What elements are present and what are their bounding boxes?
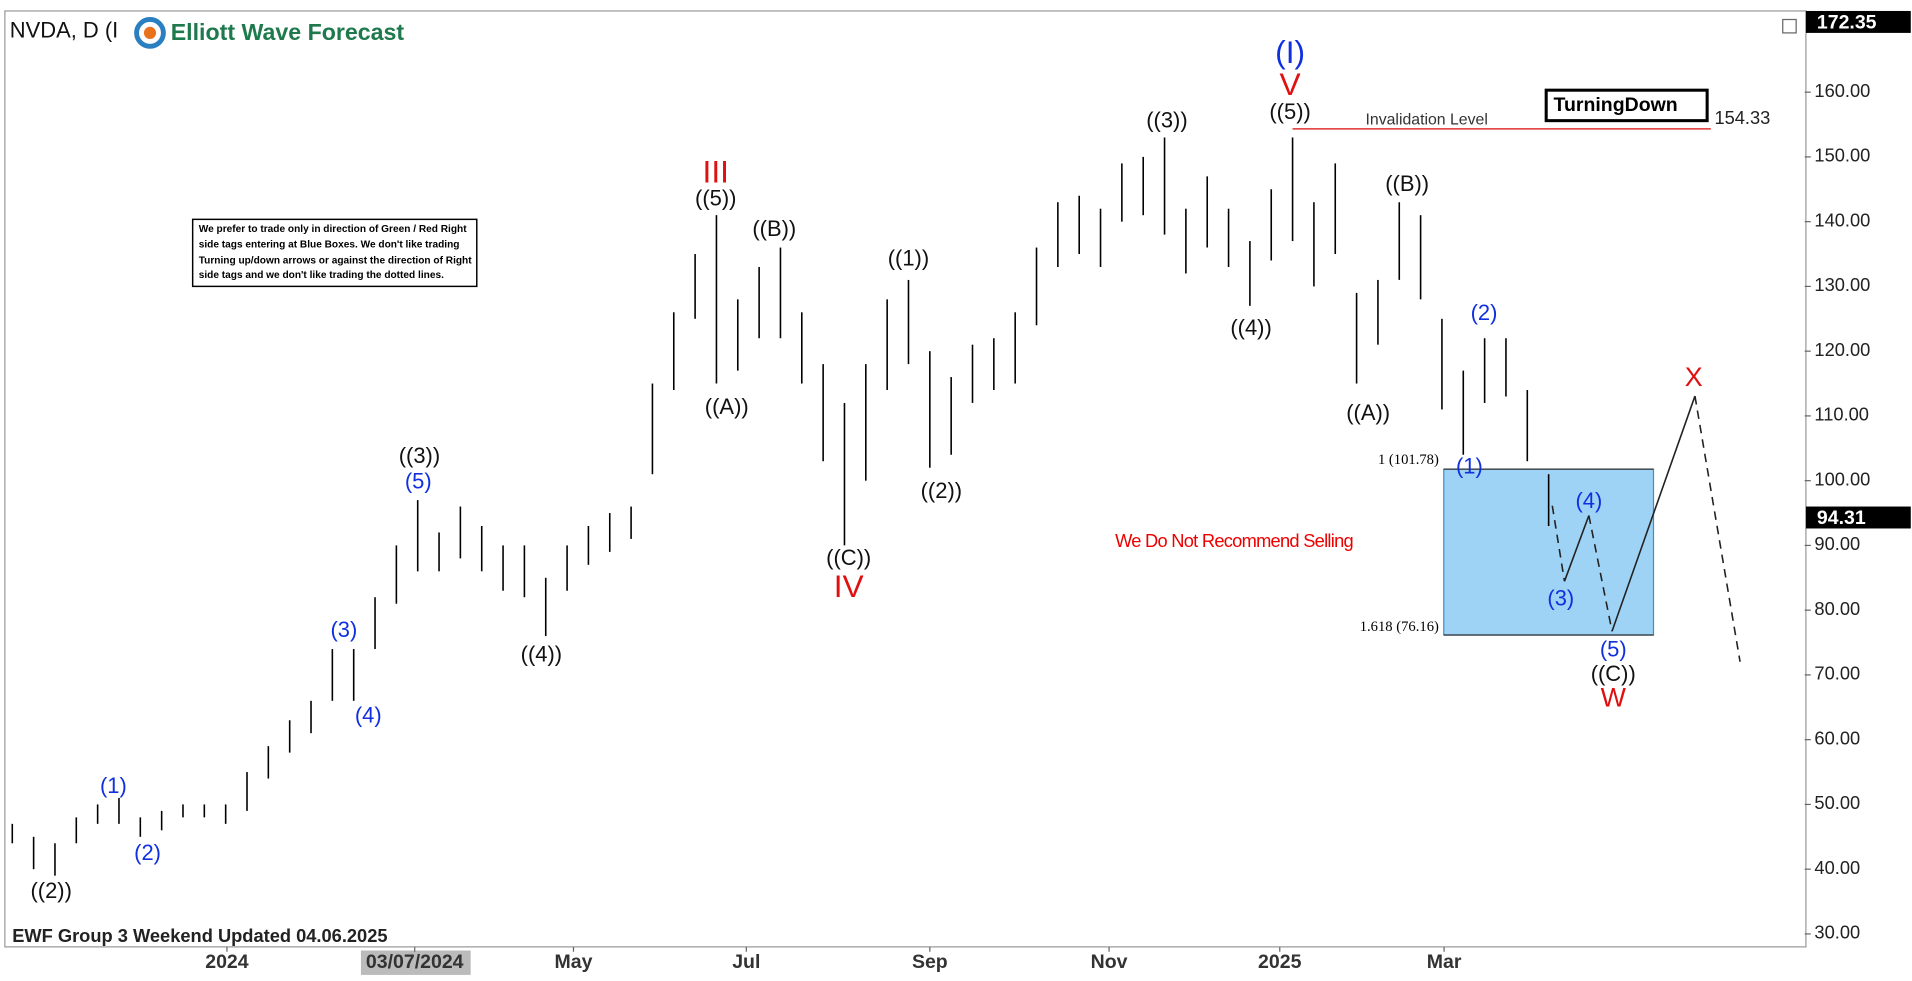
- y-tick-label: 70.00: [1814, 663, 1860, 684]
- wave-label: W: [1601, 683, 1627, 713]
- wave-label: V: [1280, 66, 1301, 102]
- y-tick-label: 90.00: [1814, 533, 1860, 554]
- wave-label: (3): [1547, 585, 1574, 610]
- wave-label: ((5)): [1269, 99, 1310, 124]
- brand: Elliott Wave Forecast: [171, 19, 405, 45]
- invalidation-text: Invalidation Level: [1366, 112, 1488, 129]
- wave-label: (4): [355, 702, 382, 727]
- x-tick-label: Jul: [732, 951, 760, 973]
- projection: [1563, 515, 1590, 582]
- wave-label: ((C)): [1591, 661, 1636, 686]
- y-tick-label: 50.00: [1814, 792, 1860, 813]
- projection: [1611, 395, 1696, 632]
- wave-label: ((2)): [921, 478, 962, 503]
- note-box: [191, 218, 478, 288]
- y-tick-label: 160.00: [1814, 80, 1870, 101]
- footer: EWF Group 3 Weekend Updated 04.06.2025: [12, 925, 387, 946]
- wave-label: (5): [1600, 637, 1627, 662]
- y-tick-label: 80.00: [1814, 598, 1860, 619]
- wave-label: (2): [1471, 300, 1498, 325]
- x-tick-label: Nov: [1091, 951, 1128, 973]
- window-icon[interactable]: [1782, 18, 1797, 34]
- projection: [1551, 505, 1566, 582]
- x-tick-label: 2024: [205, 951, 249, 973]
- wave-label: ((3)): [1146, 108, 1187, 133]
- wave-label: ((4)): [521, 641, 562, 666]
- wave-label: ((C)): [826, 545, 871, 570]
- x-tick-label: May: [555, 951, 593, 973]
- y-tick-label: 150.00: [1814, 145, 1870, 166]
- projection: [1588, 515, 1613, 632]
- price-tag: 94.31: [1817, 507, 1866, 529]
- wave-label: ((A)): [1346, 400, 1390, 425]
- chart-title: NVDA, D (I: [10, 17, 119, 42]
- price-tag-box: [1805, 10, 1911, 33]
- x-tick-label: 03/07/2024: [366, 951, 464, 973]
- x-tick-label: Mar: [1427, 951, 1462, 973]
- wave-label: ((5)): [695, 186, 736, 211]
- note-line: side tags entering at Blue Boxes. We don…: [199, 240, 460, 251]
- x-tick-label: 2025: [1258, 951, 1302, 973]
- wave-label: (2): [134, 840, 161, 865]
- wave-label: (5): [405, 468, 432, 493]
- wave-label: ((B)): [752, 216, 796, 241]
- wave-label: (I): [1275, 34, 1305, 70]
- wave-label: ((4)): [1230, 315, 1271, 340]
- wave-label: X: [1685, 362, 1703, 392]
- note-line: Turning up/down arrows or against the di…: [199, 255, 472, 266]
- wave-label: (1): [100, 773, 127, 798]
- price-tag-box: [1805, 506, 1911, 529]
- note-line: side tags and we don't like trading the …: [199, 270, 444, 281]
- note-line: We prefer to trade only in direction of …: [199, 224, 467, 235]
- y-tick-label: 140.00: [1814, 209, 1870, 230]
- wave-label: ((1)): [888, 245, 929, 270]
- y-tick-label: 30.00: [1814, 922, 1860, 943]
- wave-label: (1): [1456, 454, 1483, 479]
- y-tick-label: 110.00: [1814, 404, 1869, 425]
- box-bottom-label: 1.618 (76.16): [1360, 619, 1439, 635]
- wave-label: (3): [330, 617, 357, 642]
- wave-label: (4): [1575, 488, 1602, 513]
- box-top-label: 1 (101.78): [1378, 452, 1439, 468]
- wave-label: ((B)): [1385, 171, 1429, 196]
- plot-frame: [4, 10, 1807, 948]
- badge: TurningDown: [1554, 94, 1678, 116]
- projection: [1694, 395, 1741, 662]
- y-tick-label: 120.00: [1814, 339, 1870, 360]
- x-highlight: [360, 950, 471, 975]
- y-tick-label: 100.00: [1814, 468, 1870, 489]
- y-tick-label: 40.00: [1814, 857, 1860, 878]
- logo-core: [143, 26, 157, 39]
- wave-label: ((2)): [30, 878, 71, 903]
- y-tick-label: 60.00: [1814, 728, 1860, 749]
- y-tick-label: 130.00: [1814, 274, 1870, 295]
- x-tick-label: Sep: [912, 951, 948, 973]
- wave-label: ((A)): [705, 394, 749, 419]
- price-tag: 172.35: [1817, 11, 1877, 33]
- sell-note: We Do Not Recommend Selling: [1115, 530, 1353, 551]
- wave-label: III: [703, 154, 729, 190]
- wave-label: IV: [834, 568, 864, 604]
- wave-label: ((3)): [399, 443, 440, 468]
- invalidation-label: 154.33: [1714, 107, 1770, 128]
- badge-box: [1544, 88, 1709, 123]
